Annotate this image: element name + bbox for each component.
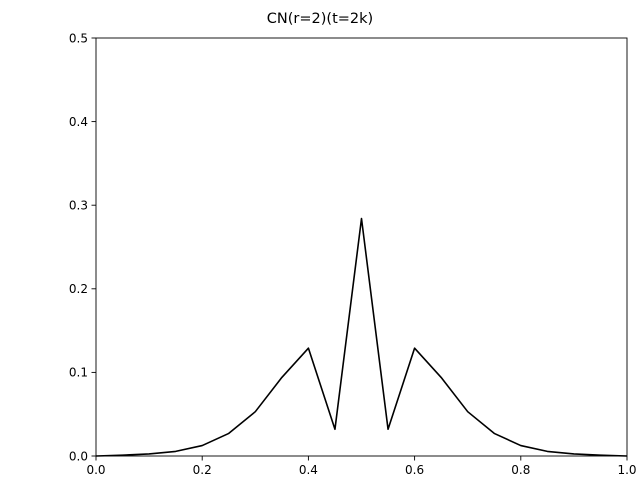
y-tick-label: 0.1 [69,366,88,380]
y-tick-label: 0.3 [69,199,88,213]
axes: 0.0 0.2 0.4 0.6 0.8 1.0 0.0 0.1 0.2 0.3 0.4 0.5 [69,31,637,477]
x-tick-label: 0.8 [511,463,530,477]
chart-title: CN(r=2)(t=2k) [267,11,373,27]
series-line-0 [95,217,628,457]
y-tick-label: 0.2 [69,282,88,296]
plot-area [95,217,628,457]
x-tick-label: 0.6 [405,463,424,477]
x-tick-label: 0.4 [299,463,318,477]
axes-frame [95,37,628,457]
y-tick-label: 0.0 [69,449,88,463]
x-tick-label: 1.0 [617,463,636,477]
y-tick-label: 0.5 [69,31,88,45]
x-tick-label: 0.2 [193,463,212,477]
y-tick-label: 0.4 [69,115,88,129]
x-tick-label: 0.0 [86,463,105,477]
